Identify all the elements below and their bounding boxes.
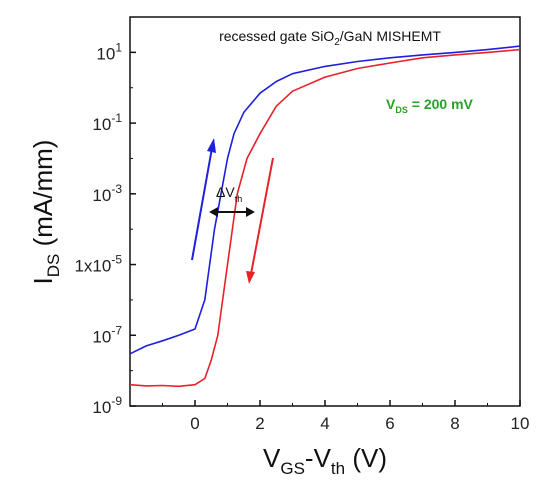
plot-frame [129,16,521,407]
series-line-2 [129,48,521,388]
chart-title: recessed gate SiO2/GaN MISHEMT [219,28,441,48]
series-line-1 [129,45,521,355]
sweep-up-arrow [191,138,216,261]
y-axis-title: IDS (mA/mm) [28,140,63,285]
x-axis: 0 2 4 6 8 10 [162,400,530,433]
y-tick-label: 101 [96,40,122,63]
y-tick-label: 1x10-5 [74,253,122,276]
x-tick-label: 0 [190,414,199,433]
x-axis-title: VGS-Vth (V) [263,443,387,478]
x-tick-label: 4 [320,414,329,433]
y-axis: 101 10-1 10-3 1x10-5 10-7 10-9 [74,16,136,417]
x-tick-label: 10 [511,414,530,433]
x-tick-label: 6 [385,414,394,433]
vds-label: VDS = 200 mV [386,96,474,115]
y-tick-label: 10-9 [92,394,122,417]
x-tick-label: 2 [255,414,264,433]
y-tick-label: 10-7 [92,323,122,346]
y-tick-label: 10-1 [92,111,122,134]
y-tick-label: 10-3 [92,182,122,205]
series-layer [129,45,521,388]
hysteresis-arrow [209,207,255,217]
x-tick-label: 8 [450,414,459,433]
sweep-down-arrow [246,157,274,284]
